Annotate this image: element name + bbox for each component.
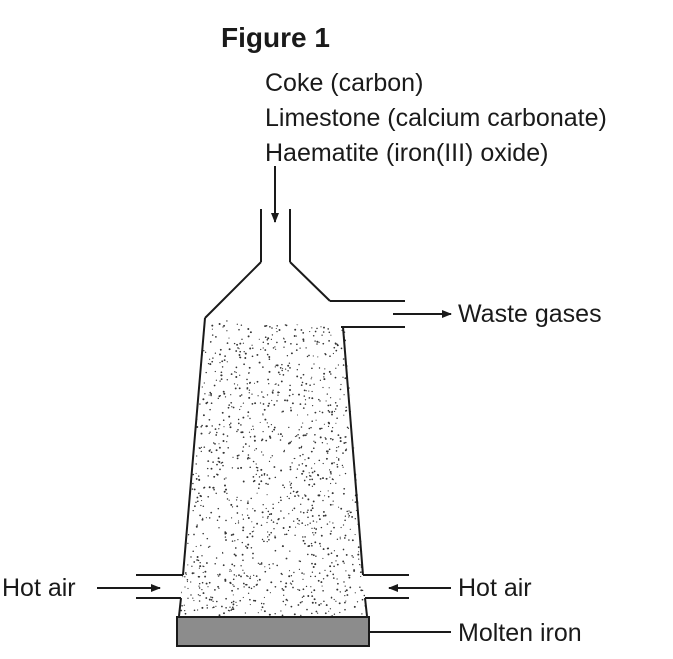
furnace-right-wall-lower [364,597,368,617]
input-limestone-label: Limestone (calcium carbonate) [265,104,607,132]
furnace-left-shoulder [204,261,262,319]
figure-title: Figure 1 [221,22,330,53]
molten-iron-label: Molten iron [458,619,582,647]
furnace-left-wall-lower [178,597,182,617]
waste-gases-label: Waste gases [458,300,602,328]
input-coke-label: Coke (carbon) [265,69,424,97]
furnace-charge-stipple [179,318,367,616]
input-haematite-label: Haematite (iron(III) oxide) [265,139,549,167]
furnace-right-wall [342,326,364,576]
hot-air-left-label: Hot air [2,574,76,602]
molten-iron-pool [176,616,370,647]
furnace-right-shoulder [289,261,331,302]
furnace-left-wall [182,317,206,576]
hot-air-right-label: Hot air [458,574,532,602]
charge-top [205,318,345,328]
